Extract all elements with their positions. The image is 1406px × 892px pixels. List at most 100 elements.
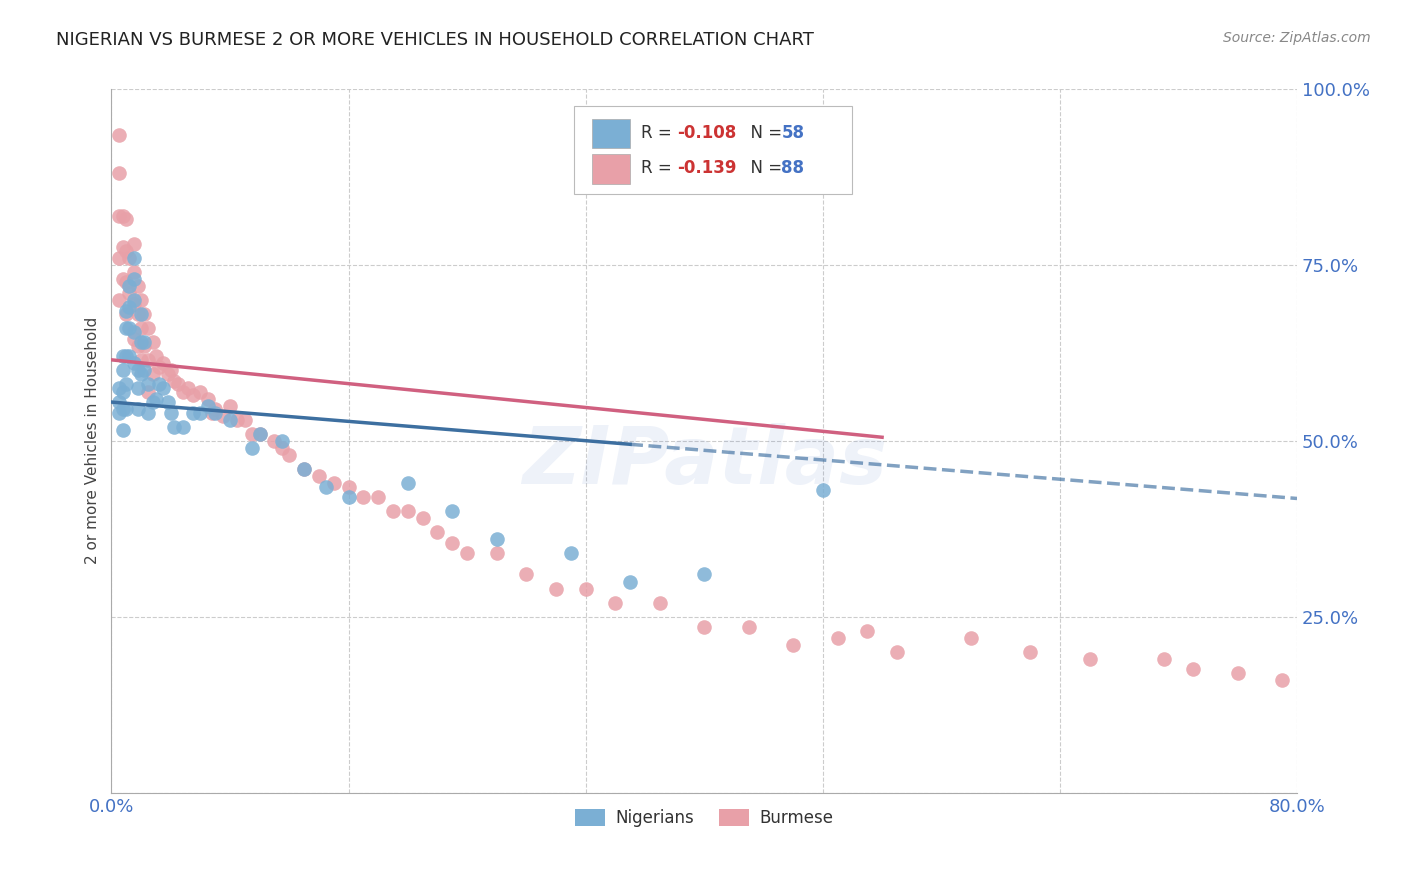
Point [485, 533, 508, 547]
Point [575, 582, 598, 596]
Point [560, 546, 582, 560]
Text: R =: R = [641, 160, 678, 178]
Point [115, 377, 138, 392]
Point [278, 448, 301, 462]
Point [118, 321, 141, 335]
Point [148, 377, 170, 392]
Point [188, 384, 211, 399]
Point [1301, 680, 1323, 694]
Point [122, 236, 145, 251]
Point [211, 409, 233, 424]
Point [163, 419, 186, 434]
Point [219, 399, 242, 413]
Point [112, 272, 135, 286]
Point [249, 426, 271, 441]
Point [118, 251, 141, 265]
Point [1346, 694, 1368, 708]
Point [127, 279, 149, 293]
Point [396, 504, 419, 518]
Point [308, 469, 330, 483]
Point [396, 475, 419, 490]
Point [159, 363, 181, 377]
Point [108, 128, 131, 142]
Point [315, 479, 337, 493]
Point [827, 631, 849, 645]
Point [152, 381, 174, 395]
Point [122, 296, 145, 310]
Point [142, 335, 165, 350]
FancyBboxPatch shape [592, 154, 630, 184]
Point [1182, 663, 1205, 677]
Point [127, 307, 149, 321]
Point [118, 349, 141, 363]
Text: -0.108: -0.108 [676, 124, 737, 142]
Text: NIGERIAN VS BURMESE 2 OR MORE VEHICLES IN HOUSEHOLD CORRELATION CHART: NIGERIAN VS BURMESE 2 OR MORE VEHICLES I… [56, 31, 814, 49]
Point [115, 212, 138, 227]
Point [159, 406, 181, 420]
Point [181, 406, 204, 420]
Point [515, 567, 537, 582]
Point [1226, 666, 1249, 681]
Point [337, 479, 360, 493]
Point [172, 384, 194, 399]
Point [129, 307, 152, 321]
Point [441, 504, 464, 518]
Point [412, 511, 434, 525]
Point [240, 441, 263, 455]
FancyBboxPatch shape [574, 106, 852, 194]
Point [337, 490, 360, 504]
Point [188, 406, 211, 420]
Point [129, 352, 152, 367]
Point [1019, 645, 1042, 659]
Point [127, 381, 149, 395]
Point [1078, 652, 1101, 666]
Text: Source: ZipAtlas.com: Source: ZipAtlas.com [1223, 31, 1371, 45]
Point [132, 335, 155, 350]
Point [138, 384, 160, 399]
Text: N =: N = [740, 124, 787, 142]
Point [127, 363, 149, 377]
Point [322, 475, 344, 490]
Point [456, 546, 478, 560]
Text: 58: 58 [782, 124, 804, 142]
Point [122, 356, 145, 370]
Point [181, 388, 204, 402]
Point [112, 384, 135, 399]
Point [108, 251, 131, 265]
Point [856, 624, 879, 638]
Point [811, 483, 834, 497]
Y-axis label: 2 or more Vehicles in Household: 2 or more Vehicles in Household [86, 318, 100, 565]
Point [249, 426, 271, 441]
Point [163, 374, 186, 388]
Point [115, 303, 138, 318]
Point [197, 392, 219, 406]
Point [693, 567, 716, 582]
Point [1271, 673, 1294, 687]
Point [240, 426, 263, 441]
Text: ZIPatlas: ZIPatlas [522, 423, 887, 501]
Point [292, 462, 315, 476]
Point [115, 402, 138, 417]
Point [142, 367, 165, 381]
Point [118, 300, 141, 314]
Point [108, 395, 131, 409]
Point [112, 240, 135, 254]
Point [122, 265, 145, 279]
Point [115, 349, 138, 363]
Point [138, 406, 160, 420]
Point [132, 363, 155, 377]
Point [112, 363, 135, 377]
Point [233, 412, 256, 426]
Point [204, 406, 226, 420]
Point [886, 645, 908, 659]
Point [122, 272, 145, 286]
Point [605, 596, 627, 610]
Point [352, 490, 374, 504]
Point [138, 377, 160, 392]
Point [145, 392, 167, 406]
Point [145, 349, 167, 363]
Point [115, 307, 138, 321]
Point [201, 406, 224, 420]
Point [1389, 701, 1406, 715]
Point [122, 325, 145, 339]
